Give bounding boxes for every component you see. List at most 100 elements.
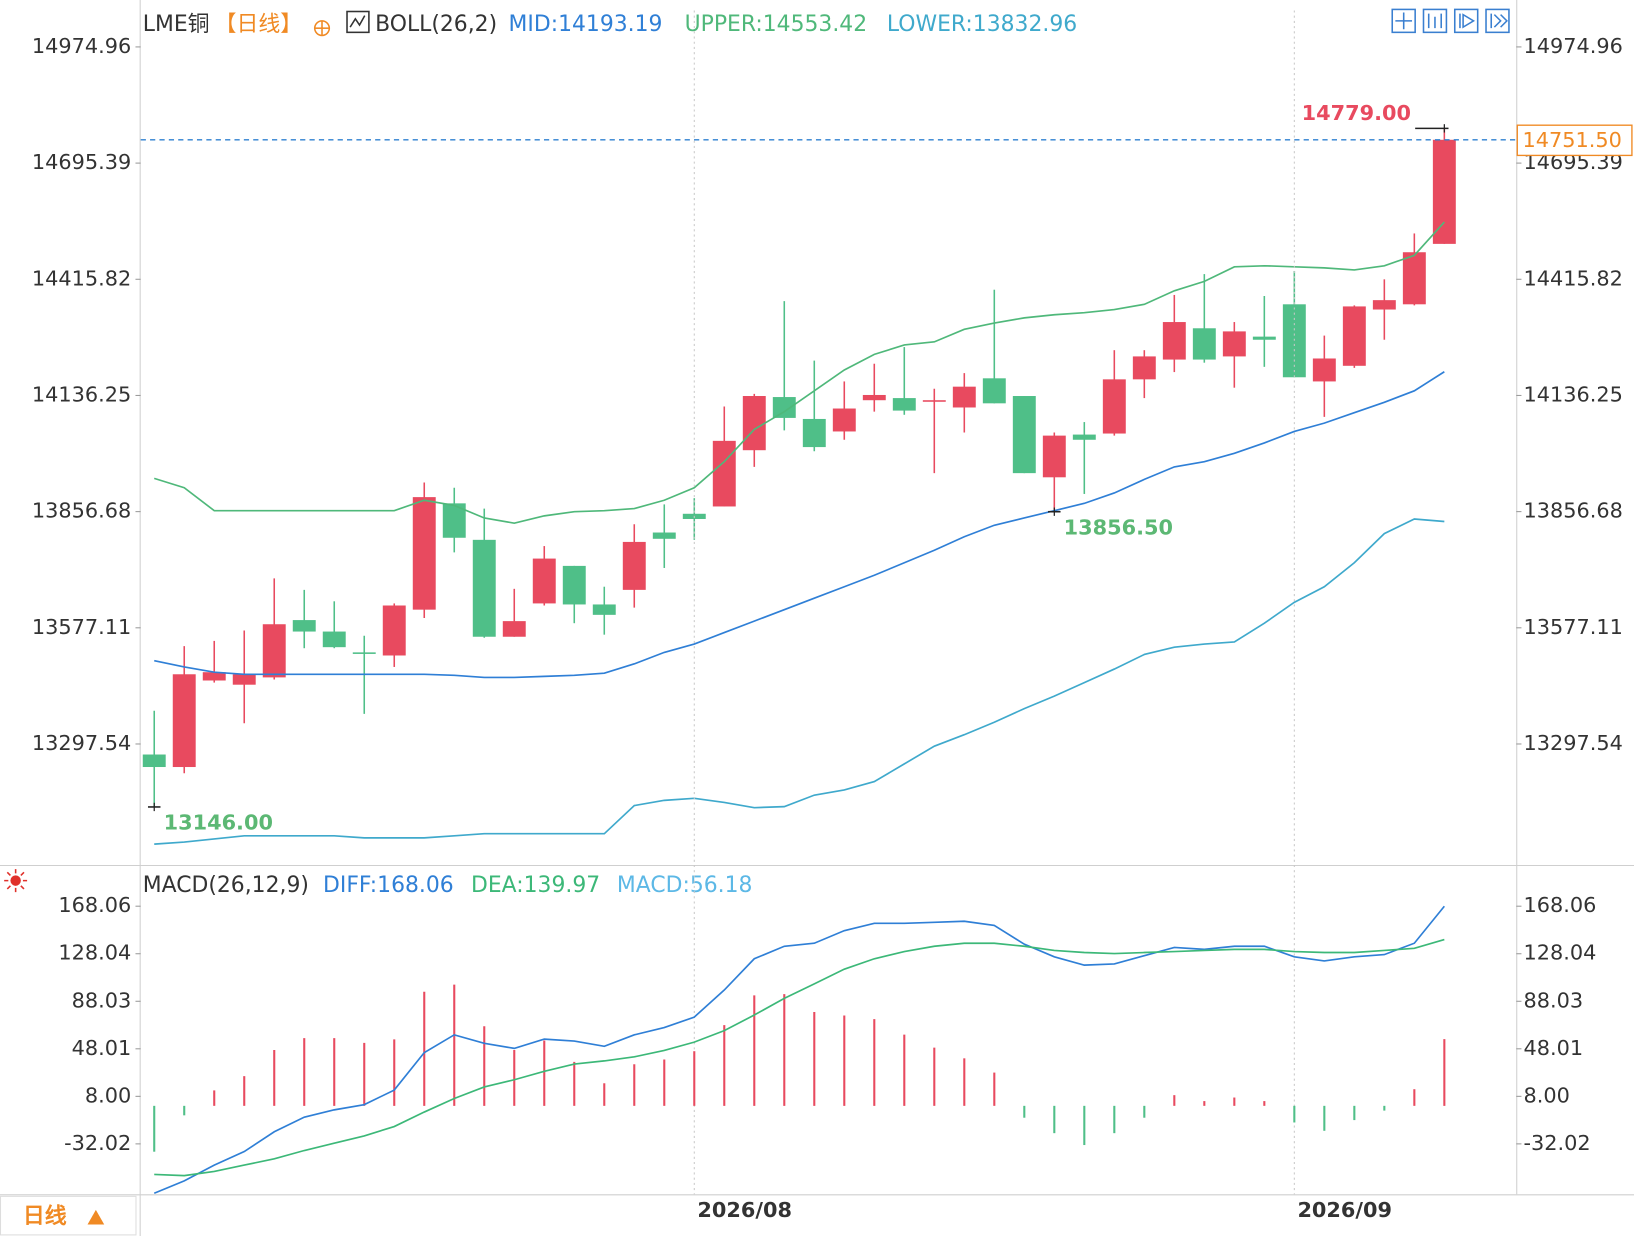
last-price-box <box>1516 124 1633 157</box>
y-tick-label: 14136.25 <box>32 382 131 406</box>
candle-body <box>1342 306 1366 366</box>
legend-entry: UPPER:14553.42 <box>685 12 868 37</box>
y-tick-label: 14415.82 <box>32 266 131 290</box>
candle-body <box>472 539 496 637</box>
tool-button[interactable] <box>1422 8 1448 34</box>
candle-body <box>922 400 946 402</box>
chart-title: LME铜 <box>143 12 210 37</box>
annotation-label: 14779.00 <box>1302 101 1411 125</box>
button-box[interactable] <box>0 1195 137 1236</box>
indicator-line <box>154 371 1445 679</box>
legend-entry: LOWER:13832.96 <box>887 12 1077 37</box>
tool-button[interactable] <box>1391 8 1416 34</box>
candle-body <box>772 397 796 418</box>
last-price-label: 14751.50 <box>1522 128 1621 152</box>
period-label: 【日线】 <box>215 12 302 37</box>
candle-body <box>982 378 1006 404</box>
indicator-icon[interactable] <box>346 10 370 34</box>
y2-tick-label: 14136.25 <box>1524 382 1623 406</box>
candle-body <box>712 440 736 507</box>
candle-body <box>892 398 916 411</box>
tool-button[interactable] <box>1453 8 1479 34</box>
y-tick-label: 13856.68 <box>32 499 131 523</box>
y2-tick-label: 13297.54 <box>1524 731 1623 755</box>
legend-entry: DIFF:168.06 <box>323 873 454 898</box>
candle-body <box>952 386 976 408</box>
candle-body <box>202 672 226 681</box>
candle-body <box>322 631 346 648</box>
macd-icon[interactable] <box>4 869 28 893</box>
candle-body <box>1192 328 1216 360</box>
y-tick-label: 48.01 <box>72 1036 132 1060</box>
indicator-line <box>154 518 1445 845</box>
y2-tick-label: 14974.96 <box>1524 34 1623 58</box>
y-tick-label: 128.04 <box>58 941 131 965</box>
indicator-label: BOLL(26,2) <box>375 12 497 37</box>
candle-body <box>1042 435 1066 478</box>
x-tick-label: 2026/09 <box>1297 1198 1392 1222</box>
candle-body <box>802 418 826 448</box>
indicator-line <box>153 221 1445 525</box>
toolbar[interactable] <box>1391 8 1510 34</box>
candle-body <box>1402 252 1426 305</box>
y-tick-label: 88.03 <box>72 988 132 1012</box>
legend-entry: MID:14193.19 <box>509 12 663 37</box>
y2-tick-label: 128.04 <box>1524 941 1597 965</box>
y2-tick-label: 168.06 <box>1524 893 1597 917</box>
y2-tick-label: 48.01 <box>1524 1036 1584 1060</box>
settings-icon[interactable] <box>313 20 331 37</box>
candle-body <box>562 565 586 605</box>
button-label[interactable]: 日线 <box>23 1203 67 1229</box>
candle-body <box>1312 358 1336 382</box>
legend-entry: MACD:56.18 <box>617 873 753 898</box>
candle-body <box>352 652 376 654</box>
candle-body <box>232 674 256 685</box>
macd-title: MACD(26,12,9) <box>143 873 309 898</box>
candle-body <box>262 624 286 678</box>
candle-body <box>652 532 676 539</box>
candle-body <box>832 408 856 432</box>
tool-button[interactable] <box>1485 8 1510 34</box>
candle-body <box>1072 434 1096 440</box>
candle-body <box>502 621 526 637</box>
y-tick-label: 14974.96 <box>32 34 131 58</box>
candle-body <box>412 497 436 610</box>
indicator-line <box>153 905 1445 1195</box>
y-tick-label: 13297.54 <box>32 731 131 755</box>
candle-body <box>172 674 196 768</box>
candle-body <box>1222 331 1246 357</box>
button-arrow[interactable] <box>87 1209 105 1225</box>
candle-body <box>862 394 886 401</box>
candle-body <box>1372 300 1396 310</box>
y-tick-label: 14695.39 <box>32 150 131 174</box>
period-button[interactable]: 日线 <box>0 1195 137 1236</box>
y-tick-label: 13577.11 <box>32 615 131 639</box>
y2-tick-label: -32.02 <box>1524 1131 1591 1155</box>
y-tick-label: 168.06 <box>58 893 131 917</box>
candle-body <box>622 541 646 590</box>
y2-tick-label: 13856.68 <box>1524 499 1623 523</box>
y2-tick-label: 88.03 <box>1524 988 1584 1012</box>
indicator-line <box>154 938 1445 1177</box>
candle-body <box>1252 336 1276 340</box>
candle-body <box>1102 379 1126 434</box>
legend-entry: DEA:139.97 <box>471 873 600 898</box>
y2-tick-label: 13577.11 <box>1524 615 1623 639</box>
candle-body <box>1012 396 1036 474</box>
y2-tick-label: 8.00 <box>1524 1083 1570 1107</box>
candle-body <box>1432 139 1456 244</box>
candle-body <box>592 604 616 615</box>
candle-body <box>382 605 406 656</box>
y2-tick-label: 14415.82 <box>1524 266 1623 290</box>
candle-body <box>1162 322 1186 360</box>
candle-body <box>1132 356 1156 380</box>
annotation-label: 13856.50 <box>1064 515 1173 539</box>
y-tick-label: 8.00 <box>85 1083 131 1107</box>
annotation-label: 13146.00 <box>164 811 273 835</box>
candle-body <box>742 396 766 451</box>
candle-body <box>532 558 556 604</box>
candle-body <box>142 754 166 768</box>
